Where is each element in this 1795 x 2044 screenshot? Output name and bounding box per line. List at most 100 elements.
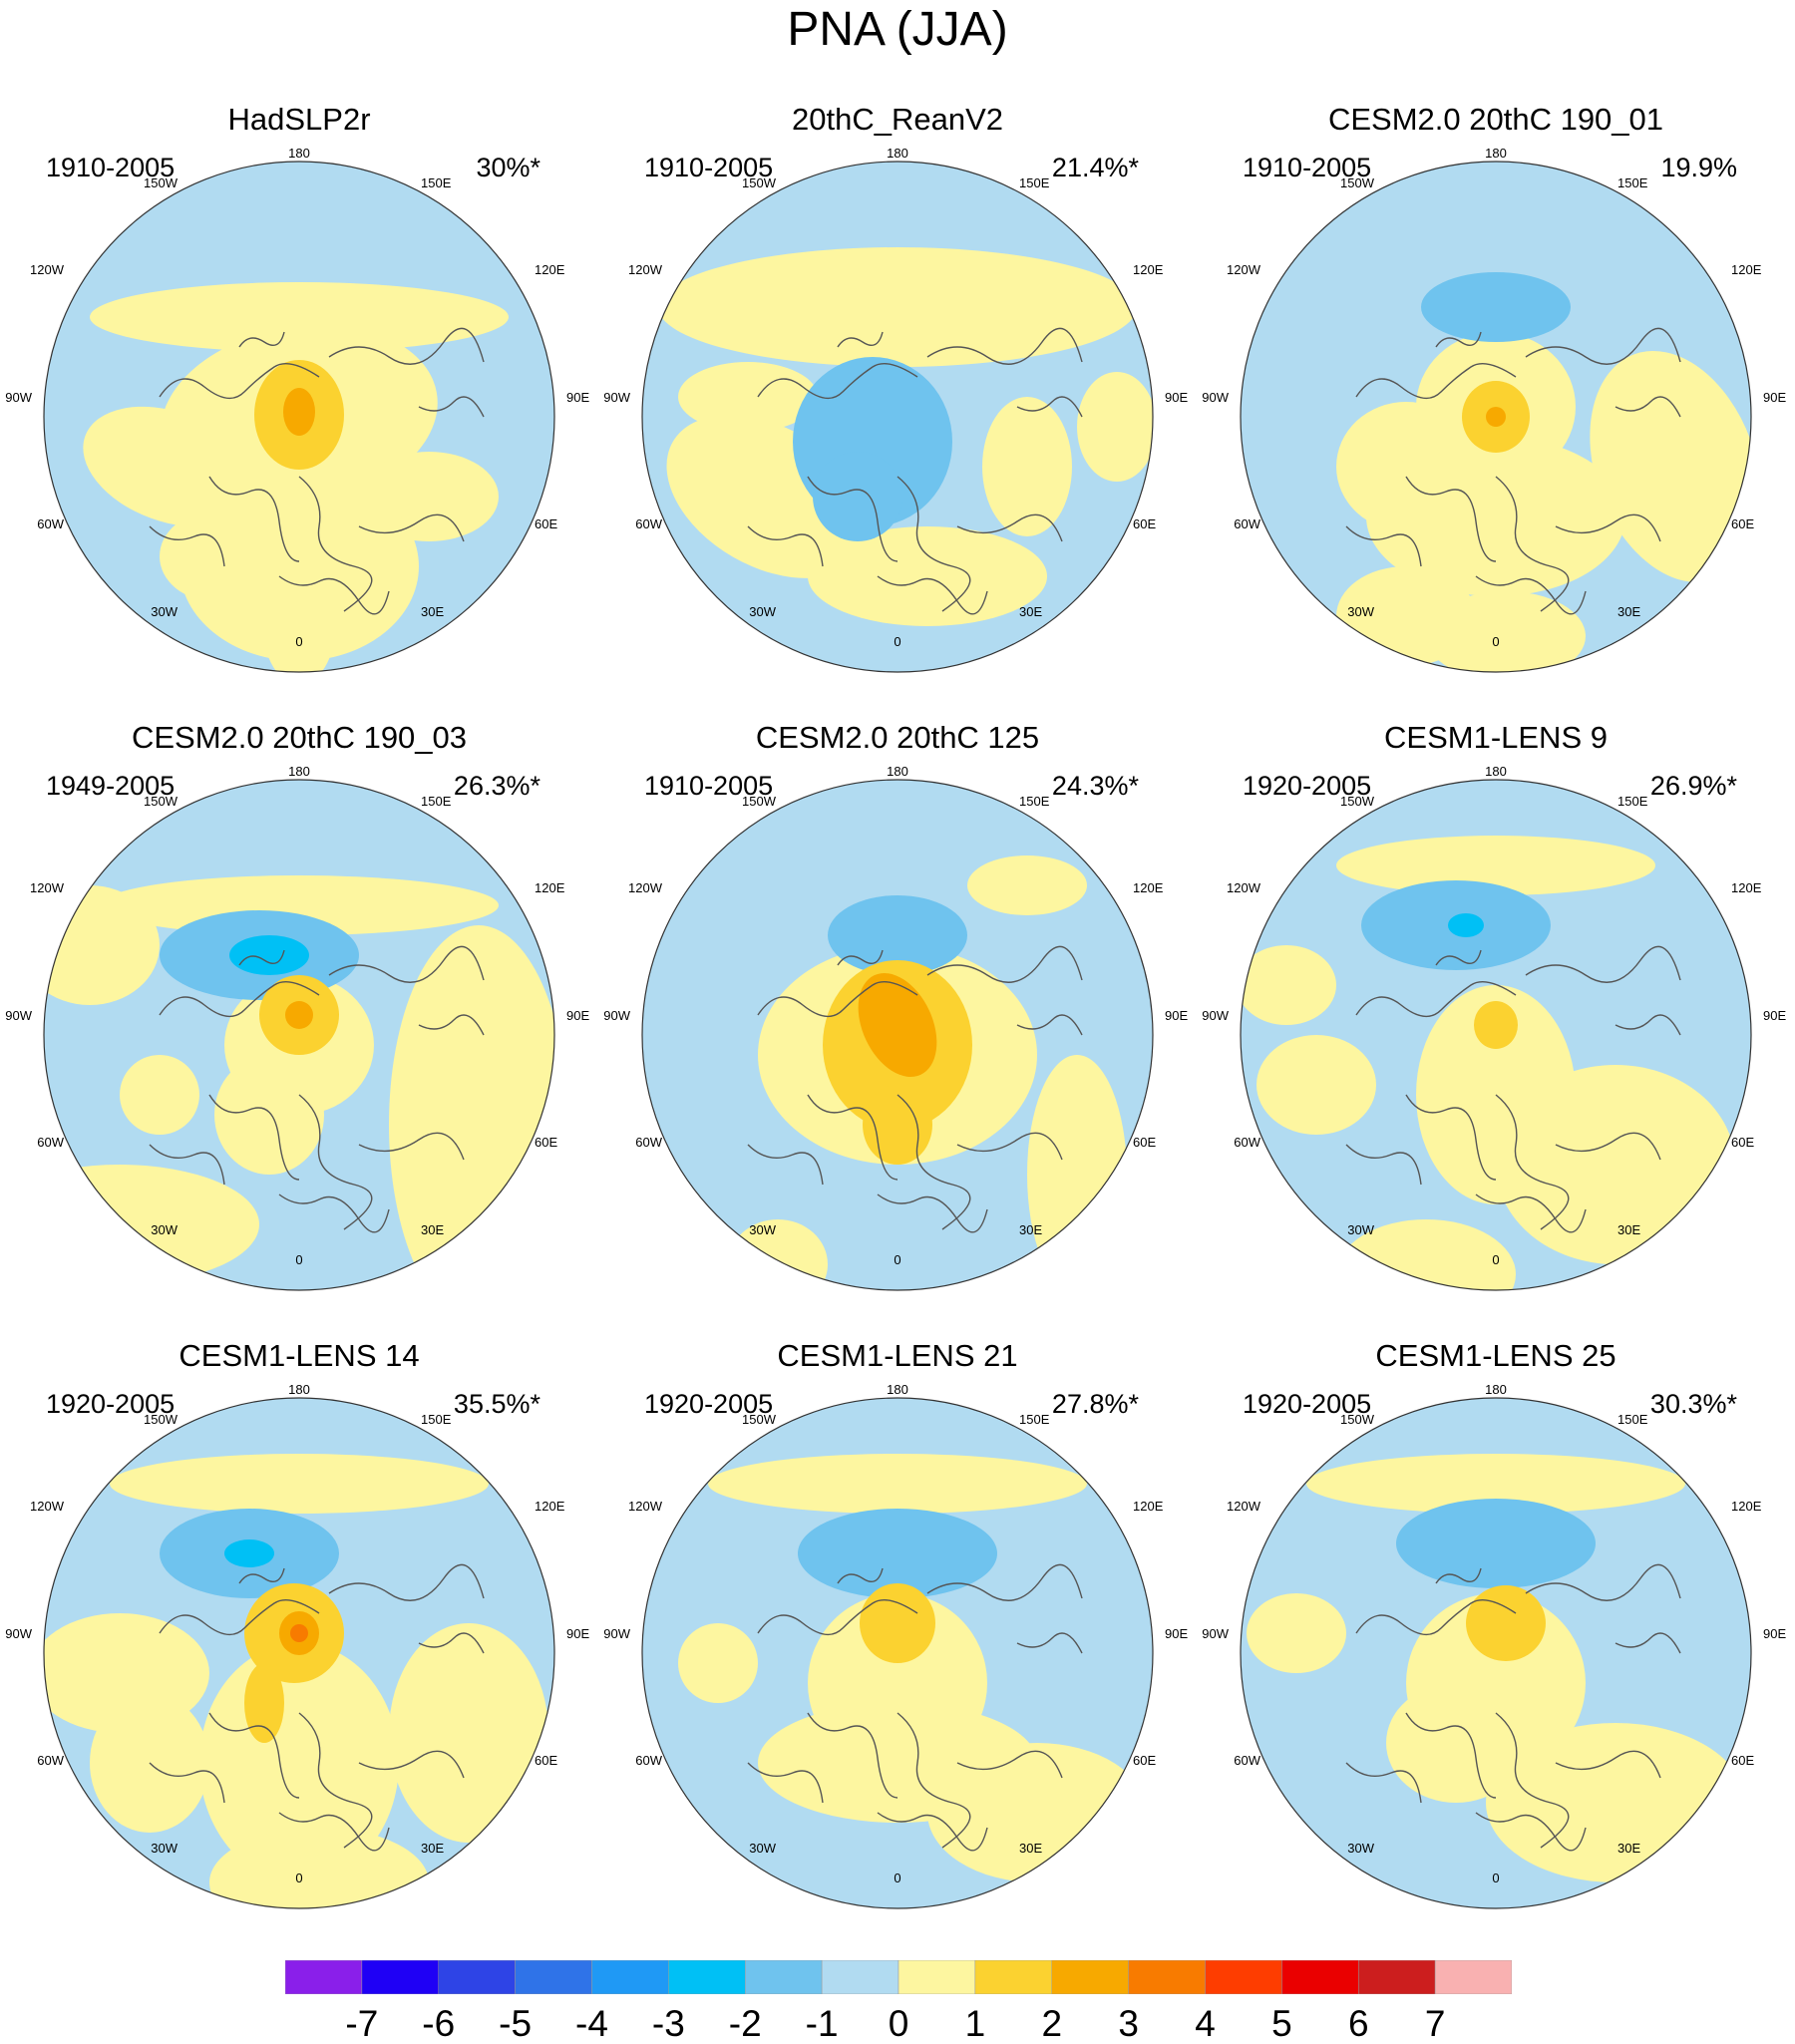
- map-panel: CESM2.0 20thC 190_01 1910-2005 19.9% 180 150…: [1197, 100, 1795, 713]
- anomaly-contour: [83, 406, 256, 527]
- coastline: [418, 396, 485, 418]
- colorbar-swatch: [361, 1959, 439, 1995]
- panel-variance: 30%*: [476, 153, 540, 182]
- coastline: [1016, 1014, 1083, 1036]
- longitude-label: 0: [1492, 1252, 1499, 1267]
- coastline: [1555, 1132, 1661, 1161]
- longitude-label: 30W: [151, 1222, 178, 1237]
- longitude-label: 30E: [1019, 604, 1042, 619]
- colorbar-label: -5: [499, 2003, 533, 2044]
- longitude-label: 90E: [566, 1626, 589, 1641]
- panel-variance: 21.4%*: [1051, 153, 1139, 182]
- map-frame: [641, 1397, 1154, 1909]
- coastline: [1525, 1563, 1681, 1601]
- coastline: [238, 1567, 285, 1584]
- coastline: [298, 476, 373, 612]
- anomaly-contour: [1366, 437, 1625, 596]
- coastline: [208, 1094, 300, 1181]
- coastline: [418, 1632, 485, 1654]
- colorbar-label: -7: [345, 2003, 379, 2044]
- longitude-label: 180: [288, 148, 310, 161]
- anomaly-contour: [708, 1454, 1087, 1514]
- anomaly-contour: [813, 452, 902, 541]
- coastline: [1345, 1762, 1422, 1804]
- coastline: [926, 1563, 1083, 1601]
- longitude-label: 60W: [37, 1135, 64, 1150]
- longitude-label: 90W: [603, 1626, 630, 1641]
- panel-period: 1910-2005: [644, 771, 774, 801]
- coastline: [278, 1193, 390, 1233]
- anomaly-contour: [1256, 1035, 1376, 1135]
- colorbar-swatch: [745, 1959, 823, 1995]
- longitude-label: 120E: [1731, 262, 1762, 277]
- longitude-label: 180: [1485, 148, 1507, 161]
- map-panel: CESM1-LENS 14 1920-2005 35.5%* 180 150W 150E 1…: [0, 1336, 598, 1949]
- longitude-label: 120W: [628, 1499, 663, 1514]
- longitude-label: 150W: [1340, 794, 1375, 809]
- coastline: [1555, 1750, 1661, 1779]
- coastline: [1405, 1094, 1497, 1181]
- panel-period: 1920-2005: [644, 1389, 774, 1419]
- coastline: [837, 1567, 884, 1584]
- panel-title: CESM1-LENS 9: [1384, 720, 1608, 755]
- longitude-label: 60E: [535, 1135, 557, 1150]
- anomaly-contour: [1474, 1001, 1518, 1049]
- longitude-label: 90E: [566, 390, 589, 405]
- longitude-label: 150W: [742, 1412, 777, 1427]
- map-frame: [641, 161, 1154, 673]
- longitude-label: 150E: [1617, 794, 1648, 809]
- longitude-label: 90E: [1165, 1008, 1188, 1023]
- anomaly-contour: [229, 935, 309, 975]
- longitude-label: 30W: [151, 1841, 178, 1856]
- longitude-label: 30W: [1347, 1222, 1374, 1237]
- anomaly-contour: [1466, 1585, 1546, 1661]
- anomaly-contour: [1590, 350, 1751, 583]
- longitude-label: 120E: [1731, 880, 1762, 895]
- panel-variance: 26.9%*: [1649, 771, 1737, 801]
- longitude-label: 30E: [421, 1222, 444, 1237]
- longitude-label: 150E: [1019, 1412, 1050, 1427]
- longitude-label: 180: [288, 766, 310, 779]
- anomaly-contour: [828, 895, 967, 975]
- map-panel: 20thC_ReanV2 1910-2005 21.4%* 180 150W 150E 12…: [598, 100, 1197, 713]
- longitude-label: 180: [1485, 1384, 1507, 1397]
- longitude-label: 120E: [1133, 880, 1164, 895]
- coastline: [897, 1094, 971, 1230]
- colorbar-label: 3: [1118, 2003, 1139, 2044]
- anomaly-contour: [658, 247, 1137, 367]
- panel-period: 1910-2005: [1243, 153, 1372, 182]
- longitude-label: 30W: [1347, 604, 1374, 619]
- longitude-label: 150W: [1340, 175, 1375, 190]
- panel-title: CESM1-LENS 21: [777, 1338, 1018, 1373]
- coastline: [238, 331, 285, 348]
- longitude-label: 30E: [1617, 1841, 1640, 1856]
- anomaly-contour: [110, 1454, 489, 1514]
- longitude-label: 150W: [742, 794, 777, 809]
- longitude-label: 30E: [421, 604, 444, 619]
- longitude-label: 30E: [1019, 1841, 1042, 1856]
- anomaly-contour: [160, 511, 269, 601]
- longitude-label: 60E: [1133, 516, 1156, 531]
- colorbar-label: -3: [651, 2003, 685, 2044]
- panel-period: 1920-2005: [1243, 771, 1372, 801]
- coastline: [956, 513, 1063, 542]
- coastline: [897, 1712, 971, 1849]
- panel-variance: 30.3%*: [1649, 1389, 1737, 1419]
- coastline: [1435, 1567, 1482, 1584]
- longitude-label: 0: [1492, 1871, 1499, 1885]
- panel-variance: 35.5%*: [453, 1389, 540, 1419]
- longitude-label: 60W: [37, 1753, 64, 1768]
- coastline: [1405, 1712, 1497, 1799]
- longitude-label: 120W: [1227, 1499, 1261, 1514]
- coastline: [757, 363, 918, 400]
- anomaly-contour: [290, 1624, 308, 1642]
- anomaly-contour: [1247, 1593, 1346, 1673]
- longitude-label: 30W: [151, 604, 178, 619]
- anomaly-contour: [1426, 591, 1586, 672]
- coastline: [1495, 1712, 1570, 1849]
- longitude-label: 90W: [5, 390, 32, 405]
- colorbar-label: -4: [575, 2003, 608, 2044]
- anomaly-contour: [858, 973, 937, 1077]
- longitude-label: 180: [1485, 766, 1507, 779]
- coastline: [1555, 513, 1661, 542]
